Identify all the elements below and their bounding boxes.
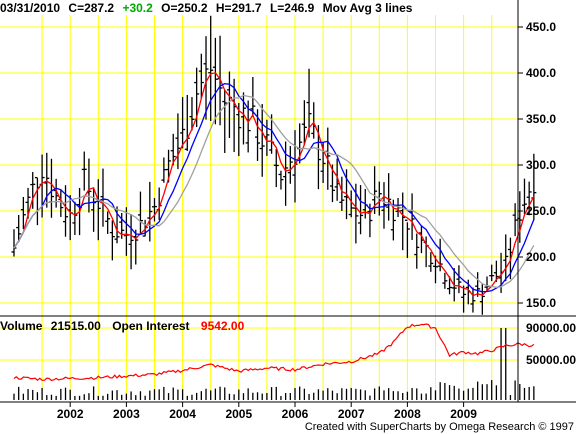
axes: 150.0 200.0 250.0 300.0 350.0 400.0 450.0 2002 2… xyxy=(0,0,576,421)
open-interest-value: 9542.00 xyxy=(201,319,245,333)
header-date: 03/31/2010 xyxy=(0,1,60,15)
moving-average-slow xyxy=(13,94,535,289)
open-interest-polyline xyxy=(13,323,535,382)
moving-average-lines xyxy=(13,72,535,297)
volume-tick-label: 50000.00 xyxy=(526,353,576,367)
header-close: C=287.2 xyxy=(68,1,114,15)
y-tick-label: 350.0 xyxy=(526,112,556,126)
open-interest-label: Open Interest xyxy=(112,319,189,333)
moving-average-mid xyxy=(13,83,535,293)
volume-tick-label: 90000.00 xyxy=(526,321,576,335)
y-tick-label: 150.0 xyxy=(526,296,556,310)
x-tick-label: 2005 xyxy=(225,407,252,421)
moving-average-fast xyxy=(13,72,535,297)
x-tick-label: 2006 xyxy=(282,407,309,421)
header-change: +30.2 xyxy=(122,1,153,15)
x-tick-label: 2004 xyxy=(169,407,196,421)
header-indicator: Mov Avg 3 lines xyxy=(323,1,413,15)
volume-bars xyxy=(13,328,535,400)
header-low: L=246.9 xyxy=(270,1,315,15)
y-tick-label: 200.0 xyxy=(526,250,556,264)
x-tick-label: 2002 xyxy=(57,407,84,421)
volume-value: 21515.00 xyxy=(51,319,101,333)
header-open: O=250.2 xyxy=(161,1,208,15)
open-interest-line xyxy=(13,323,535,382)
header-high: H=291.7 xyxy=(216,1,262,15)
y-tick-label: 450.0 xyxy=(526,20,556,34)
x-tick-label: 2009 xyxy=(450,407,477,421)
volume-header: Volume 21515.00 Open Interest 9542.00 xyxy=(0,319,245,333)
y-tick-label: 250.0 xyxy=(526,204,556,218)
header-line: 03/31/2010 C=287.2 +30.2 O=250.2 H=291.7… xyxy=(0,1,413,15)
x-tick-label: 2007 xyxy=(338,407,365,421)
y-tick-label: 300.0 xyxy=(526,158,556,172)
volume-label: Volume xyxy=(0,319,43,333)
x-tick-label: 2008 xyxy=(394,407,421,421)
x-tick-label: 2003 xyxy=(113,407,140,421)
credit-text: Created with SuperCharts by Omega Resear… xyxy=(305,421,574,433)
price-bars xyxy=(11,15,537,315)
y-tick-label: 400.0 xyxy=(526,66,556,80)
